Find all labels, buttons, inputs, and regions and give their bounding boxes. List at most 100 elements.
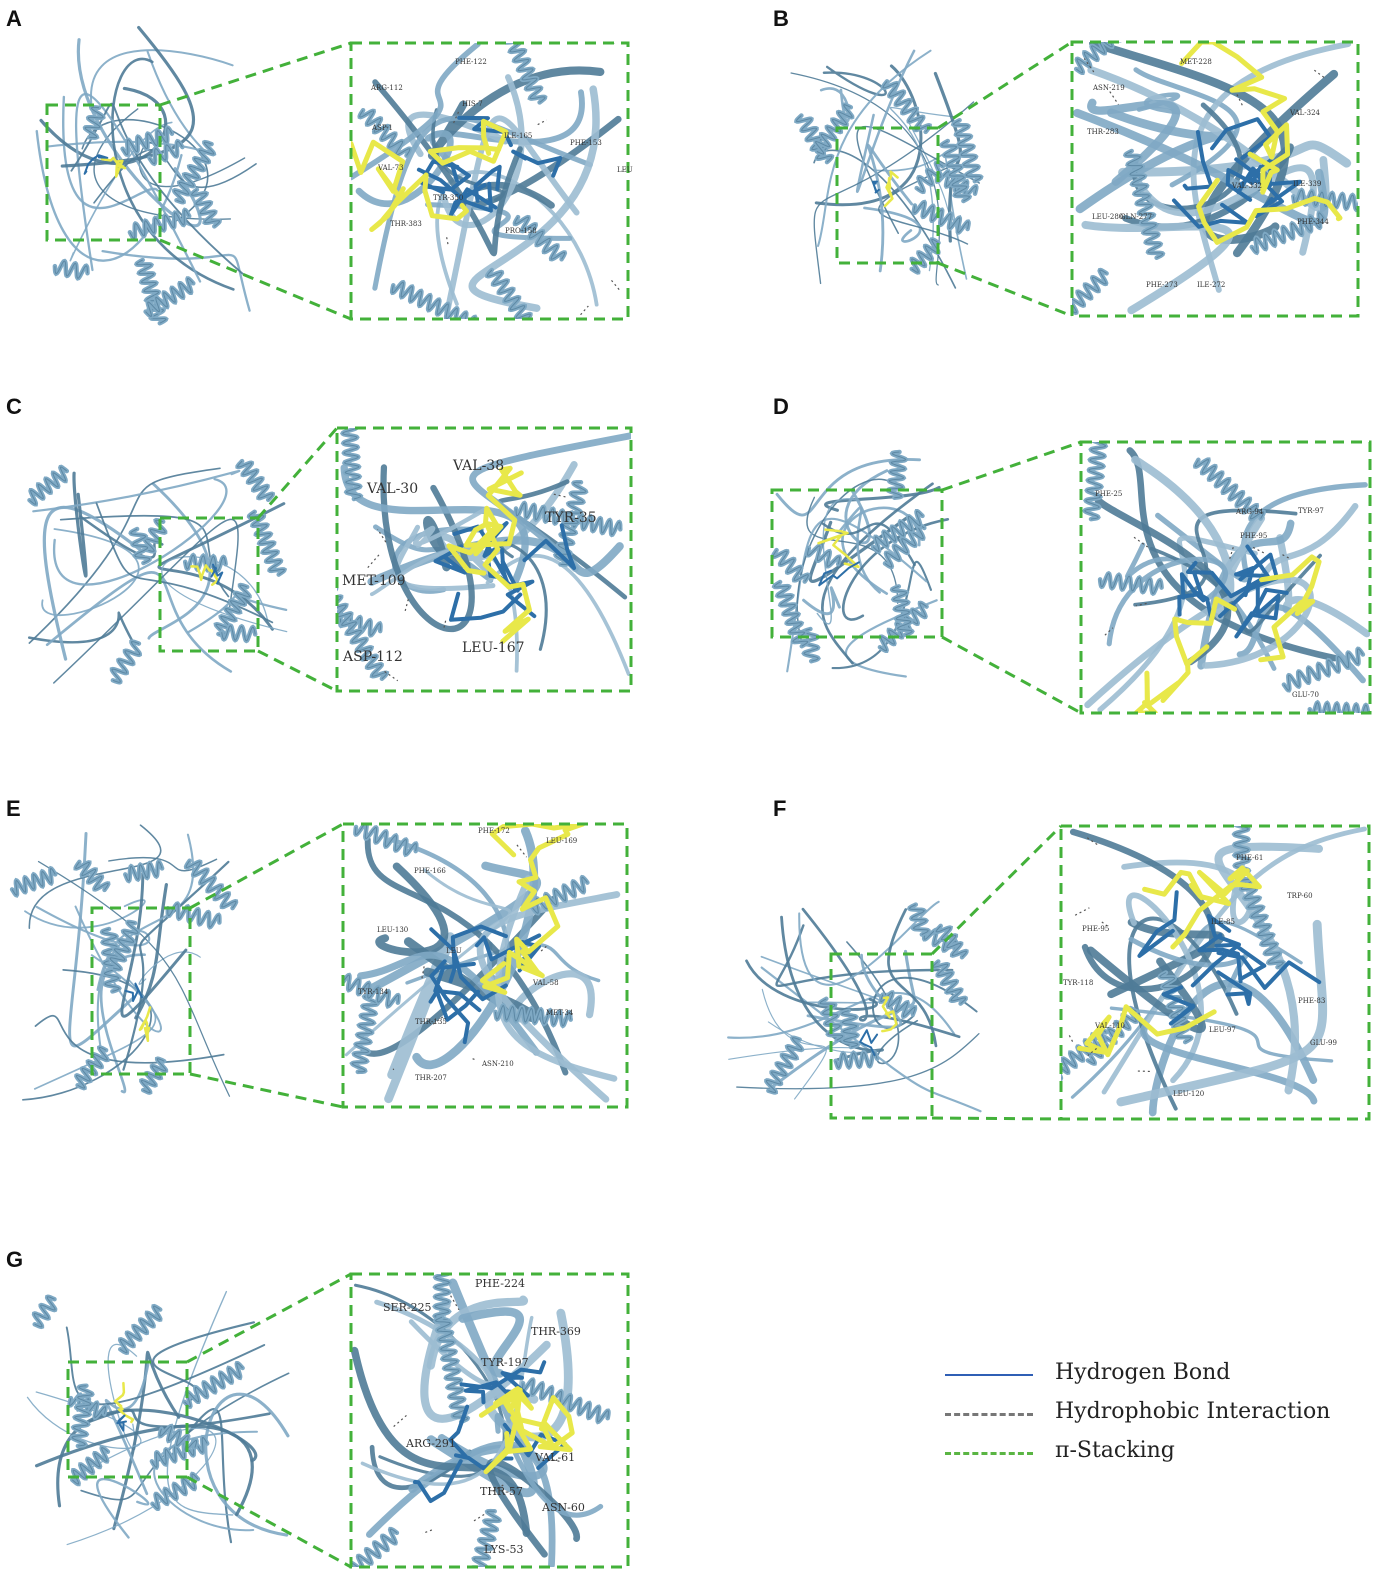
panel-c-zoom-helix-edge <box>337 595 388 680</box>
panel-f-residue-label: TRP-60 <box>1287 892 1313 900</box>
panel-b-zoom-ribbon <box>1087 98 1181 186</box>
panel-e-overview-ribbon <box>134 883 168 1020</box>
panel-e-residue-label: ASN-210 <box>481 1060 514 1068</box>
panel-d-overview-ribbon <box>802 586 841 616</box>
panel-b-overview-helix-edge <box>913 201 970 234</box>
panel-letter-a: A <box>6 6 22 31</box>
panel-e-zoom-ligand <box>479 949 545 995</box>
panel-d-overview-ribbon <box>806 496 899 604</box>
panel-g-residue-label: VAL-61 <box>534 1451 575 1464</box>
panel-b-connector-top <box>937 40 1073 130</box>
panel-g-overview-ribbon <box>56 1408 258 1508</box>
panel-e-residue-label: LEU <box>446 947 462 955</box>
panel-b-overview-helix-edge <box>795 115 833 163</box>
panel-a-overview-helix-edge <box>145 278 194 317</box>
panel-e-zoom-residue-stick <box>429 959 471 1045</box>
panel-f-residue-label: ILE-85 <box>1211 918 1235 926</box>
panel-f-connector-bottom <box>931 1116 1062 1121</box>
panel-f-residue-label: VAL-110 <box>1094 1022 1125 1030</box>
panel-d-overview-helix-edge <box>884 523 925 568</box>
panel-b-zoom-residue-stick <box>1210 117 1273 160</box>
panel-b-overview-ribbon <box>814 64 923 207</box>
panel-a-zoom-residue-stick <box>416 167 493 213</box>
panel-c-residue-label: VAL-38 <box>452 458 504 474</box>
panel-a-residue-label: ILE-165 <box>504 132 532 140</box>
panel-letter-b: B <box>773 6 789 31</box>
panel-b-residue-label: VAL-324 <box>1289 109 1321 117</box>
panel-a-interaction-line <box>537 119 547 126</box>
panel-a-zoom-ribbon <box>435 170 599 307</box>
panel-e-overview-residue <box>124 982 143 1002</box>
panel-f-overview-ribbon <box>775 924 954 988</box>
panel-d-residue-label: PHE-95 <box>1240 532 1267 540</box>
panel-g-zoom-residue-stick <box>413 1459 463 1503</box>
panel-b-interaction-line <box>1109 91 1119 105</box>
panel-d-overview-ligand <box>817 528 860 569</box>
panel-f-overview-helix-edge <box>819 998 844 1041</box>
panel-a-zoom-helix-edge <box>506 43 546 103</box>
panel-a-zoom-ribbon <box>355 130 454 208</box>
panel-a-residue-label: THR-383 <box>390 220 422 228</box>
panel-f-residue-label: PHE-95 <box>1082 925 1109 933</box>
panel-a-connector-top <box>159 41 352 107</box>
panel-d-zoom-helix-edge <box>1099 572 1163 595</box>
panel-d-interaction-line <box>1252 546 1266 555</box>
panel-b-overview-helix-edge <box>882 81 931 133</box>
panel-g-zoom-residue-stick <box>463 1380 519 1405</box>
panel-b-overview-ribbon <box>866 143 914 273</box>
panel-g-zoom-ribbon <box>494 1412 604 1518</box>
panel-e-overview-ribbon <box>120 872 188 1018</box>
panel-letter-d: D <box>773 394 789 419</box>
panel-f-interaction-line <box>1086 837 1099 846</box>
panel-e-zoom-ribbon <box>384 932 455 1104</box>
panel-g-overview-helix-edge <box>119 1305 161 1354</box>
panel-c-connector-bottom <box>257 649 338 693</box>
panel-d-zoom-box <box>1079 440 1372 715</box>
panel-d-zoom-ribbon <box>1236 604 1366 684</box>
panel-letter-f: F <box>773 796 787 821</box>
panel-a-zoom-box <box>349 41 630 321</box>
panel-e-residue-label: VAL-58 <box>532 979 559 987</box>
panel-e-zoom-ribbon <box>344 868 512 1057</box>
panel-f-residue-label: GLU-99 <box>1310 1039 1337 1047</box>
panel-g-residue-label: ASN-60 <box>541 1501 585 1514</box>
panel-letter-e: E <box>6 796 21 821</box>
panel-e-zoom-helix-edge <box>351 995 378 1073</box>
panel-b-overview-helix-edge <box>815 104 853 155</box>
panel-b-overview-helix-edge <box>941 140 971 202</box>
panel-e-zoom-helix-edge <box>343 974 400 1007</box>
panel-a-residue-label: VAL-73 <box>377 164 404 172</box>
panel-d-zoom-ribbon <box>1106 556 1228 647</box>
panel-e-residue-label: THR-207 <box>415 1074 447 1082</box>
panel-a-interaction-line <box>452 111 460 125</box>
panel-a-interaction-line <box>610 279 620 290</box>
panel-d-overview-ribbon <box>824 485 941 512</box>
panel-a-overview-ribbon <box>62 95 159 210</box>
panel-b-zoom-ligand <box>1196 177 1343 245</box>
panel-a-zoom-helix-edge <box>486 269 531 319</box>
panel-g-zoom-residue-stick <box>459 1360 547 1391</box>
panel-c-overview-ribbon <box>53 518 239 684</box>
panel-a-overview-helix-edge <box>54 260 88 279</box>
panel-e-zoom-residue-stick <box>428 989 481 1022</box>
legend-label: Hydrogen Bond <box>1055 1360 1231 1385</box>
panel-e-zoom-ligand <box>489 824 586 969</box>
legend-item-pi-stacking: π-Stacking <box>945 1438 1345 1468</box>
panel-a-zoom-ribbon <box>444 115 580 316</box>
panel-a-overview-helix-edge <box>122 127 173 156</box>
panel-a-overview-ribbon <box>76 38 202 228</box>
panel-b-overview-helix-edge <box>916 162 944 193</box>
panel-g-interaction-line <box>492 1483 506 1492</box>
panel-g-overview-ribbon <box>166 1290 234 1516</box>
panel-e-overview-helix-edge <box>109 921 139 970</box>
panel-g-zoom-helix-edge <box>351 1528 398 1567</box>
panel-c-interaction-line <box>367 552 382 569</box>
panel-b-zoom-box <box>1070 40 1360 318</box>
panel-e-residue-label: LEU-169 <box>546 837 577 845</box>
panel-a-overview-ribbon <box>111 57 235 291</box>
panel-g-interaction-line <box>422 1529 433 1535</box>
panel-b-zoom-helix-edge <box>1072 269 1107 314</box>
panel-d-overview-residue <box>818 561 860 587</box>
panel-g-zoom-residue-stick <box>448 1404 470 1459</box>
panel-d-residue-label: ARG-94 <box>1235 508 1264 516</box>
